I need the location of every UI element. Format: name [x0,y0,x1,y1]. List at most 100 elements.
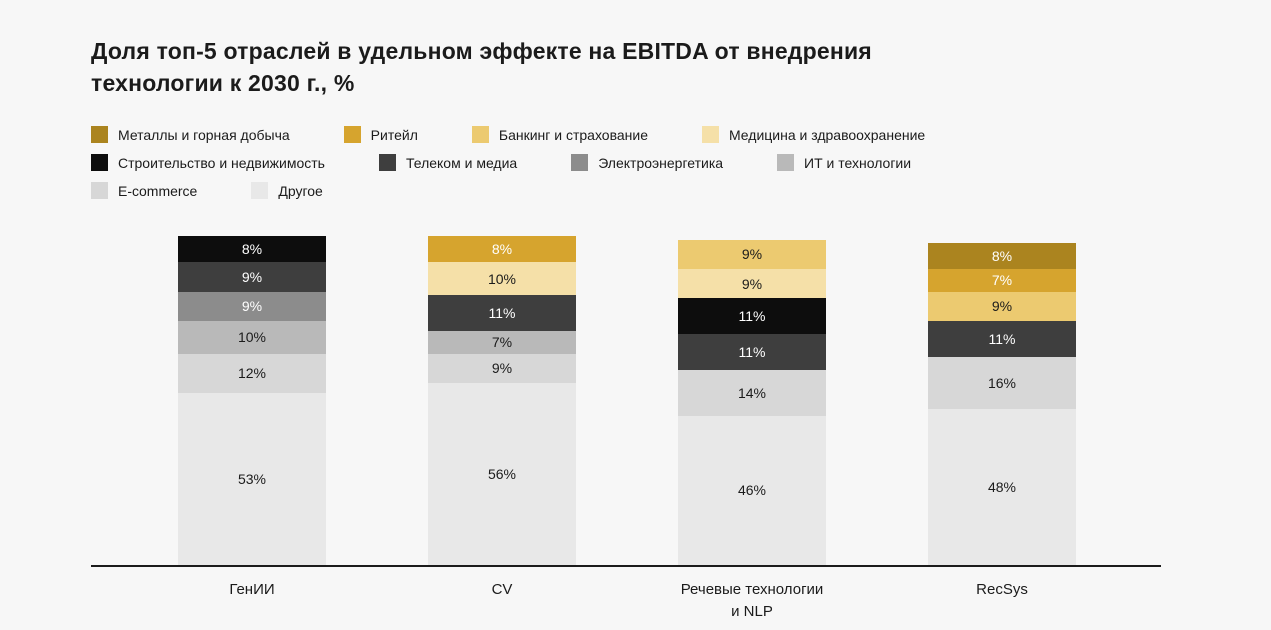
legend-item: Электроэнергетика [571,154,724,172]
bar-segment: 7% [428,330,576,354]
bar-segment: 11% [678,334,826,370]
legend-color-swatch [571,154,589,172]
legend: Металлы и горная добыча Ритейл Банкинг и с… [91,126,1271,200]
bars-area: 8% 9% 9% 10% 12% 53% 8% 10% 11% 7% 9% 56% 9% 9% 11% 11%… [91,235,1161,566]
category-slot: Речевые технологии и NLP [678,579,826,623]
category-label: RecSys [976,581,1028,599]
segment-value-label: 11% [738,308,766,325]
legend-item: Банкинг и страхование [471,126,648,144]
stacked-bar: 9% 9% 11% 11% 14% 46% [678,239,826,566]
legend-color-swatch [91,182,108,200]
legend-item: Другое [251,182,323,200]
bar-segment: 9% [178,291,326,321]
segment-value-label: 48% [987,479,1017,496]
bar-segment: 12% [178,353,326,393]
bar-segment: 11% [428,294,576,331]
legend-label: Металлы и горная добыча [118,126,290,143]
category-slot: CV [428,579,576,623]
legend-color-swatch [91,126,108,144]
bar-segment: 10% [178,321,326,354]
segment-value-label: 9% [241,269,263,285]
legend-label: Электроэнергетика [598,154,724,171]
segment-value-label: 11% [488,304,516,321]
segment-value-label: 7% [991,272,1013,289]
bar-segment: 9% [428,353,576,383]
legend-item: ИТ и технологии [777,154,911,172]
bar-segment: 9% [678,239,826,269]
legend-row: E-commerce Другое [91,182,1271,200]
bar-segment: 11% [678,298,826,335]
bar-segment: 53% [178,392,326,566]
bar-segment: 7% [928,268,1076,292]
legend-label: Телеком и медиа [405,154,518,171]
segment-value-label: 8% [991,247,1013,264]
category-label: CV [491,581,513,599]
segment-value-label: 53% [237,471,267,488]
chart-title: Доля топ-5 отраслей в удельном эффекте н… [91,36,1271,99]
chart-title-line2: технологии к 2030 г., % [91,69,355,96]
legend-color-swatch [343,126,361,144]
legend-label: E-commerce [118,182,198,199]
legend-row: Строительство и недвижимость Телеком и ме… [91,154,1271,172]
segment-value-label: 7% [491,334,513,351]
bar-segment: 9% [178,262,326,292]
legend-item: Медицина и здравоохранение [701,126,926,144]
legend-item: Ритейл [343,126,418,144]
legend-color-swatch [91,154,108,172]
legend-label: Медицина и здравоохранение [728,126,926,143]
bar-segment: 56% [428,382,576,566]
segment-value-label: 11% [738,343,766,360]
segment-value-label: 9% [241,298,263,315]
x-axis-line [91,565,1161,568]
legend-color-swatch [777,154,795,172]
legend-color-swatch [251,182,269,200]
bar-segment: 8% [178,236,326,263]
stacked-bar-chart: 8% 9% 9% 10% 12% 53% 8% 10% 11% 7% 9% 56% 9% 9% 11% 11%… [91,235,1161,623]
stacked-bar: 8% 9% 9% 10% 12% 53% [178,236,326,566]
chart-title-line1: Доля топ-5 отраслей в удельном эффекте н… [91,38,872,64]
category-label: ГенИИ [229,581,275,599]
legend-label: Банкинг и страхование [498,126,648,143]
legend-item: Металлы и горная добыча [91,126,290,144]
legend-color-swatch [471,126,489,144]
bar-segment: 11% [928,320,1076,357]
bar-segment: 9% [928,291,1076,321]
segment-value-label: 12% [237,365,267,382]
segment-value-label: 56% [487,466,517,483]
segment-value-label: 16% [987,374,1017,391]
bar-segment: 8% [428,236,576,263]
segment-value-label: 10% [487,270,517,287]
segment-value-label: 9% [991,298,1013,315]
category-slot: ГенИИ [178,579,326,623]
stacked-bar: 8% 10% 11% 7% 9% 56% [428,236,576,566]
bar-segment: 8% [928,242,1076,269]
legend-label: Другое [278,182,323,199]
segment-value-label: 14% [737,384,767,401]
legend-label: Строительство и недвижимость [118,154,325,171]
bar-segment: 48% [928,409,1076,566]
category-labels-row: ГенИИ CV Речевые технологии и NLP RecSys [91,579,1161,623]
segment-value-label: 10% [237,329,267,346]
segment-value-label: 8% [241,241,263,258]
legend-row: Металлы и горная добыча Ритейл Банкинг и с… [91,126,1271,144]
segment-value-label: 11% [988,330,1016,347]
legend-item: Строительство и недвижимость [91,154,325,172]
segment-value-label: 9% [491,360,513,377]
bar-segment: 10% [428,262,576,295]
stacked-bar: 8% 7% 9% 11% 16% 48% [928,242,1076,566]
bar-segment: 46% [678,415,826,566]
bar-segment: 14% [678,369,826,416]
legend-item: Телеком и медиа [378,154,518,172]
legend-color-swatch [701,126,719,144]
segment-value-label: 9% [741,246,763,263]
legend-color-swatch [378,154,396,172]
bar-segment: 9% [678,268,826,299]
segment-value-label: 9% [741,275,763,292]
segment-value-label: 46% [737,482,767,499]
category-label: Речевые технологии и NLP [680,581,824,621]
category-slot: RecSys [928,579,1076,623]
bar-segment: 16% [928,356,1076,409]
segment-value-label: 8% [491,241,513,258]
legend-label: Ритейл [370,126,418,143]
